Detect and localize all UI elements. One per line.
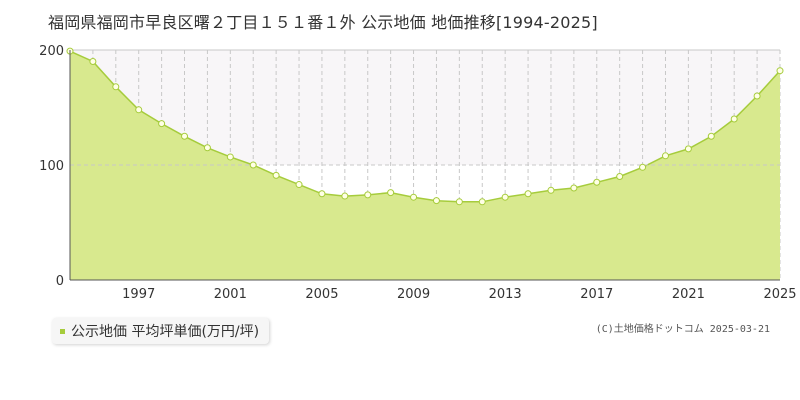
series-line	[69, 50, 781, 203]
data-point-2017	[593, 178, 601, 186]
data-point-2006	[341, 192, 349, 200]
credit-text: (C)土地価格ドットコム 2025-03-21	[595, 324, 770, 335]
chart-legend: 公示地価 平均坪単価(万円/坪)	[52, 318, 270, 344]
data-point-2004	[295, 181, 303, 189]
legend-label: 公示地価 平均坪単価(万円/坪)	[71, 324, 260, 340]
data-point-2020	[661, 152, 669, 160]
chart-plot: 0 100 200 1997 2001 2005 2009 2013 2017 2021 2025	[39, 44, 796, 300]
data-point-2019	[639, 163, 647, 171]
x-tick-label: 2025	[763, 287, 796, 300]
data-point-2008	[387, 189, 395, 197]
y-tick-label: 100	[39, 159, 64, 174]
data-point-2013	[501, 193, 509, 201]
x-tick-label: 1997	[122, 287, 155, 300]
data-point-2003	[272, 171, 280, 179]
data-point-2022	[707, 132, 715, 140]
series-area	[70, 51, 780, 281]
data-point-2015	[547, 186, 555, 194]
data-point-1996	[112, 83, 120, 91]
data-point-2012	[478, 198, 486, 206]
data-point-2005	[318, 190, 326, 198]
chart-title: 福岡県福岡市早良区曙２丁目１５１番１外 公示地価 地価推移[1994-2025]	[48, 13, 598, 32]
x-tick-label: 2001	[214, 287, 247, 300]
x-tick-label: 2021	[672, 287, 705, 300]
data-point-2009	[410, 193, 418, 201]
data-point-2002	[249, 161, 257, 169]
data-point-2007	[364, 191, 372, 199]
data-point-1998	[158, 120, 166, 128]
x-tick-label: 2017	[580, 287, 613, 300]
data-point-2014	[524, 190, 532, 198]
y-tick-labels: 0 100 200	[39, 44, 64, 289]
y-tick-label: 0	[56, 274, 64, 289]
data-point-2021	[684, 145, 692, 153]
x-tick-label: 2005	[305, 287, 338, 300]
data-point-1995	[89, 58, 97, 65]
data-point-2010	[432, 197, 440, 205]
data-point-2018	[616, 173, 624, 180]
data-point-1997	[135, 106, 143, 114]
data-point-2001	[226, 153, 234, 161]
data-point-2011	[455, 198, 463, 206]
data-point-2024	[753, 92, 761, 100]
data-point-1999	[181, 132, 189, 140]
x-tick-labels: 1997 2001 2005 2009 2013 2017 2021 2025	[122, 287, 796, 300]
y-tick-label: 200	[39, 44, 64, 59]
data-point-2016	[570, 184, 578, 192]
x-tick-label: 2013	[489, 287, 522, 300]
x-tick-label: 2009	[397, 287, 430, 300]
data-point-2023	[730, 115, 738, 123]
data-point-2000	[203, 144, 211, 152]
legend-swatch	[60, 328, 65, 334]
data-point-2025	[776, 67, 784, 75]
